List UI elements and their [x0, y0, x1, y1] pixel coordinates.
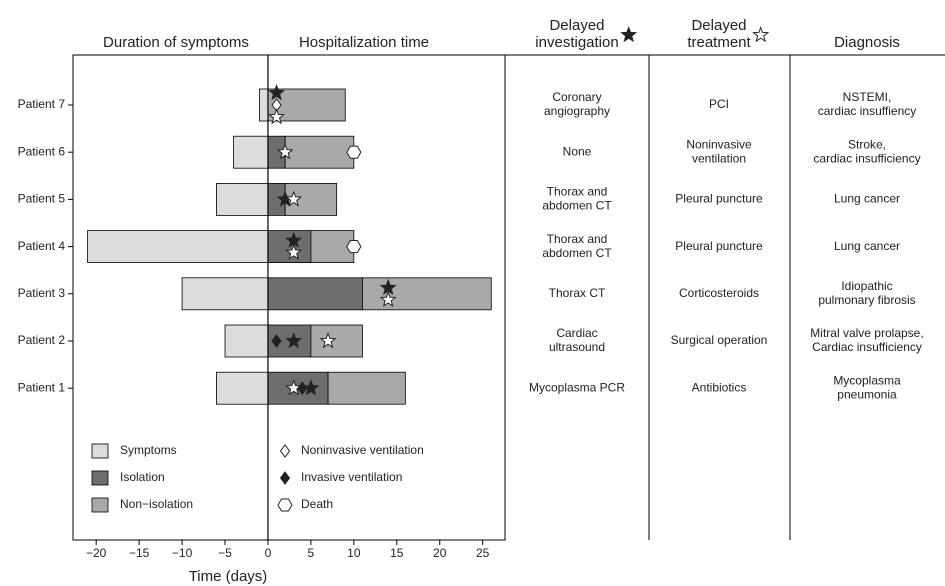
marker — [268, 108, 286, 125]
table-cell: cardiac insufficiency — [813, 151, 920, 165]
table-cell: Coronary — [552, 90, 601, 104]
panel-title: Duration of symptoms — [103, 34, 249, 51]
marker — [285, 190, 303, 207]
table-cell: Corticosteroids — [679, 286, 759, 300]
y-tick-label: Patient 1 — [18, 380, 66, 394]
table-cell: Thorax and — [547, 185, 608, 199]
y-tick-label: Patient 7 — [18, 97, 66, 111]
x-tick-label: 0 — [265, 546, 272, 560]
table-cell: Mitral valve prolapse, — [810, 326, 923, 340]
x-tick-label: 25 — [476, 546, 490, 560]
marker — [379, 290, 397, 308]
table-cell: Thorax and — [547, 232, 608, 246]
legend-label: Symptoms — [120, 443, 177, 457]
bar-segment — [181, 277, 269, 311]
table-cell: ventilation — [692, 151, 746, 165]
legend-swatch — [91, 470, 109, 486]
table-cell: Stroke, — [848, 137, 886, 151]
x-tick-label: 15 — [390, 546, 404, 560]
x-tick-label: 10 — [347, 546, 361, 560]
legend-label: Noninvasive ventilation — [301, 443, 424, 457]
legend-label: Non−isolation — [120, 497, 193, 511]
table-cell: NSTEMI, — [843, 90, 892, 104]
bar-segment — [258, 88, 269, 122]
x-tick-label: 20 — [433, 546, 447, 560]
marker — [285, 332, 303, 349]
table-cell: angiography — [544, 104, 610, 118]
bar-segment — [362, 277, 492, 311]
table-cell: Cardiac — [556, 326, 597, 340]
table-cell: cardiac insuffiency — [818, 104, 917, 118]
column-header: treatment — [687, 34, 751, 51]
y-tick-label: Patient 2 — [18, 333, 66, 347]
table-cell: abdomen CT — [542, 246, 612, 260]
column-header: Diagnosis — [834, 34, 900, 51]
marker — [268, 84, 286, 101]
legend-swatch — [91, 443, 109, 459]
marker — [276, 143, 294, 160]
legend-label: Isolation — [120, 470, 165, 484]
legend-swatch — [91, 497, 109, 513]
bar-segment — [310, 324, 363, 358]
table-cell: Idiopathic — [841, 279, 892, 293]
legend-symbol — [277, 498, 293, 512]
x-axis-label: Time (days) — [189, 568, 268, 585]
bar-segment — [327, 371, 406, 405]
x-tick-label: −20 — [86, 546, 107, 560]
table-cell: Pleural puncture — [675, 239, 763, 253]
bar-segment — [216, 371, 269, 405]
table-cell: PCI — [709, 97, 729, 111]
y-tick-label: Patient 6 — [18, 144, 66, 158]
table-cell: ultrasound — [549, 340, 605, 354]
header-symbol — [620, 26, 638, 43]
table-cell: abdomen CT — [542, 199, 612, 213]
table-cell: Surgical operation — [671, 333, 768, 347]
table-cell: pulmonary fibrosis — [818, 293, 915, 307]
table-cell: pneumonia — [837, 387, 897, 401]
legend-symbol — [279, 471, 291, 485]
marker — [319, 332, 337, 349]
plot-frame — [72, 54, 506, 541]
table-cell: Antibiotics — [692, 380, 747, 394]
legend-label: Invasive ventilation — [301, 470, 402, 484]
column-header: Delayed — [549, 17, 604, 34]
x-tick-label: −15 — [129, 546, 150, 560]
x-tick-label: −10 — [172, 546, 193, 560]
table-cell: Thorax CT — [549, 286, 606, 300]
y-tick-label: Patient 5 — [18, 192, 66, 206]
column-header: Delayed — [691, 17, 746, 34]
table-cell: None — [563, 144, 592, 158]
bar-segment — [284, 135, 355, 169]
panel-title: Hospitalization time — [299, 34, 429, 51]
legend-label: Death — [301, 497, 333, 511]
column-header: investigation — [535, 34, 618, 51]
table-cell: Mycoplasma PCR — [529, 380, 625, 394]
table-cell: Mycoplasma — [833, 373, 901, 387]
marker — [346, 145, 362, 159]
table-cell: Lung cancer — [834, 239, 900, 253]
bar-segment — [224, 324, 269, 358]
marker — [285, 243, 303, 260]
x-tick-label: 5 — [308, 546, 315, 560]
y-tick-label: Patient 3 — [18, 286, 66, 300]
legend-symbol — [279, 444, 291, 458]
table-cell: Noninvasive — [686, 137, 752, 151]
marker — [271, 334, 282, 348]
x-tick-label: −5 — [218, 546, 232, 560]
bar-segment — [233, 135, 269, 169]
header-symbol — [752, 26, 770, 43]
table-cell: Lung cancer — [834, 192, 900, 206]
bar-segment — [267, 277, 363, 311]
y-tick-label: Patient 4 — [18, 239, 66, 253]
table-cell: Cardiac insufficiency — [812, 340, 922, 354]
marker — [346, 240, 362, 254]
marker — [302, 379, 320, 396]
table-cell: Pleural puncture — [675, 192, 763, 206]
bar-segment — [87, 230, 269, 264]
bar-segment — [216, 182, 269, 216]
